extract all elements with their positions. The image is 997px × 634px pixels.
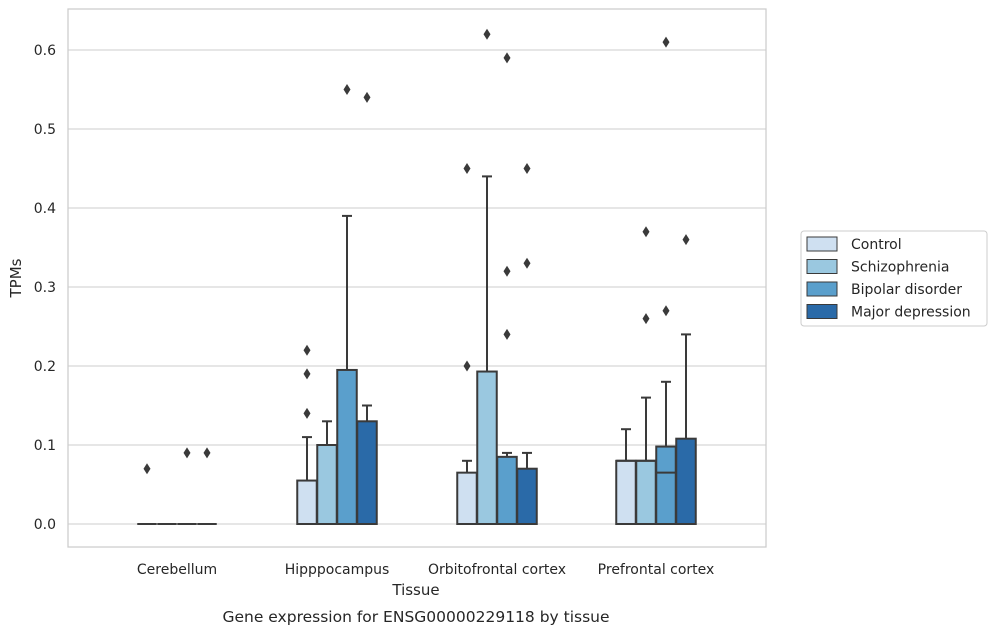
y-tick-label: 0.1: [34, 438, 56, 454]
box: [356, 91, 378, 525]
box-body: [476, 370, 498, 525]
legend: Control Schizophrenia Bipolar disorder Majo…: [800, 230, 988, 327]
box-body: [655, 445, 677, 525]
outlier-point: [203, 447, 211, 459]
box: [675, 234, 697, 525]
box: [197, 447, 217, 525]
x-tick-label: Cerebellum: [137, 562, 217, 578]
outlier-point: [642, 226, 650, 238]
legend-swatch: [806, 259, 838, 274]
x-axis-ticks: Cerebellum Hipppocampus Orbitofrontal cort…: [137, 562, 714, 578]
outlier-point: [642, 313, 650, 325]
x-tick-label: Prefrontal cortex: [598, 562, 715, 578]
outlier-point: [503, 265, 511, 277]
grid-lines: [68, 49, 766, 525]
outlier-point: [662, 305, 670, 317]
box: [137, 463, 157, 525]
legend-frame: [800, 230, 988, 327]
plot-frame: [67, 8, 767, 548]
legend-label: Major depression: [851, 305, 971, 321]
box-body: [296, 479, 318, 525]
box-body: [336, 368, 358, 526]
outlier-point: [183, 447, 191, 459]
box-body: [496, 455, 518, 526]
outlier-point: [682, 234, 690, 246]
outlier-point: [343, 84, 351, 95]
y-tick-label: 0.3: [34, 280, 56, 296]
y-axis-label: TPMs: [7, 258, 25, 298]
outlier-point: [503, 328, 511, 340]
plot-area: [137, 28, 697, 526]
box: [615, 428, 637, 525]
outlier-point: [303, 344, 311, 356]
y-tick-label: 0.5: [34, 122, 56, 138]
x-axis-label: Tissue: [391, 581, 439, 599]
box: [516, 163, 538, 526]
box: [316, 420, 338, 525]
outlier-point: [363, 91, 371, 103]
legend-label: Schizophrenia: [851, 260, 949, 276]
box: [496, 52, 518, 526]
y-tick-label: 0.6: [34, 43, 56, 59]
box-body: [516, 467, 538, 526]
outlier-point: [303, 368, 311, 380]
outlier-point: [523, 163, 531, 174]
box-body: [456, 471, 478, 525]
legend-swatch: [806, 304, 838, 319]
outlier-point: [503, 52, 511, 64]
box: [635, 226, 657, 525]
x-tick-label: Orbitofrontal cortex: [428, 562, 566, 578]
outlier-point: [463, 163, 471, 174]
y-tick-label: 0.0: [34, 517, 56, 533]
y-tick-label: 0.4: [34, 201, 56, 217]
outlier-point: [483, 28, 491, 40]
outlier-point: [303, 407, 311, 419]
y-axis-ticks: 0.0 0.1 0.2 0.3 0.4 0.5 0.6: [34, 43, 56, 533]
outlier-point: [463, 360, 471, 372]
box: [336, 84, 358, 526]
box: [655, 36, 677, 525]
x-tick-label: Hipppocampus: [285, 562, 390, 578]
box: [296, 344, 318, 525]
chart-caption: Gene expression for ENSG00000229118 by t…: [222, 608, 609, 626]
outlier-point: [523, 257, 531, 269]
legend-label: Control: [851, 237, 902, 253]
outlier-point: [662, 36, 670, 48]
legend-swatch: [806, 281, 838, 297]
box-body: [356, 420, 378, 525]
box: [177, 447, 197, 525]
legend-label: Bipolar disorder: [851, 282, 962, 298]
box-body: [316, 444, 338, 525]
box-body: [635, 459, 657, 525]
box-body: [615, 459, 637, 525]
legend-swatch: [806, 236, 838, 252]
outlier-point: [143, 463, 151, 475]
y-tick-label: 0.2: [34, 359, 56, 375]
box: [476, 28, 498, 525]
box: [456, 163, 478, 525]
box-body: [675, 437, 697, 525]
